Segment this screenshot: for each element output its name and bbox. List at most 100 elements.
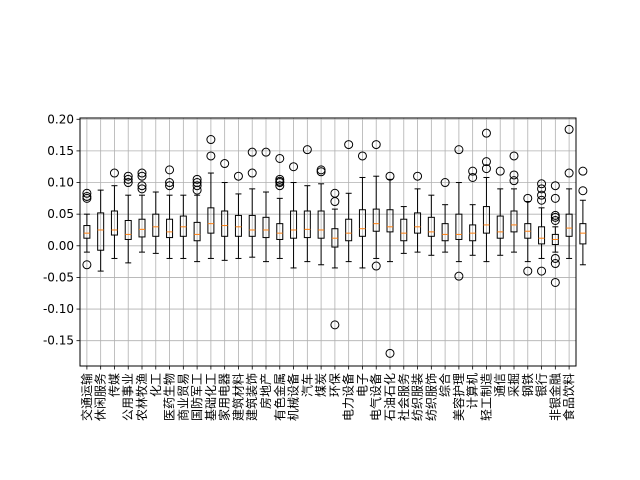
x-axis: 交通运输 休闲服务 传媒 公用事业 农林牧渔 化工 医药生物 商业贸易 国防军工 基础化工 家用电器… [79, 366, 576, 421]
x-tick-label: 有色金属 [272, 373, 287, 421]
box-30 [495, 166, 505, 256]
flier-point [220, 159, 230, 169]
x-tick-label: 化工 [149, 373, 163, 397]
flier-point [550, 259, 560, 269]
box-body [414, 212, 422, 234]
y-tick-label: 0.10 [47, 176, 74, 190]
flier-point [481, 128, 491, 138]
flier-point [523, 193, 533, 203]
flier-point [564, 124, 574, 134]
box-23 [400, 206, 408, 254]
box-body [207, 207, 215, 234]
flier-point [509, 151, 519, 161]
flier-point [440, 178, 450, 188]
flier-point [82, 188, 92, 198]
box-36 [578, 166, 588, 266]
box-body [179, 215, 187, 237]
x-tick-label: 煤炭 [314, 373, 328, 397]
box-body [427, 216, 435, 237]
box-25 [427, 194, 435, 256]
box-body [234, 214, 242, 237]
box-body [221, 210, 229, 237]
flier-point [261, 147, 271, 157]
box-34 [550, 181, 560, 287]
box-body [248, 214, 256, 237]
box-5 [152, 191, 160, 254]
flier-point [192, 185, 202, 195]
flier-point [371, 140, 381, 150]
x-tick-label: 电气设备 [368, 373, 383, 421]
flier-point [123, 171, 133, 181]
flier-point [578, 166, 588, 176]
x-tick-label: 石油石化 [383, 373, 397, 421]
box-15 [289, 162, 299, 269]
flier-point [537, 190, 547, 200]
x-tick-label: 美容护理 [451, 373, 466, 421]
flier-point [385, 348, 395, 358]
flier-point [550, 193, 560, 203]
x-tick-label: 计算机 [465, 373, 480, 409]
flier-point [454, 145, 464, 155]
flier-point [137, 168, 147, 178]
box-body [358, 209, 366, 237]
x-tick-label: 银行 [535, 373, 549, 397]
flier-point [165, 178, 175, 188]
box-body [455, 213, 463, 240]
x-tick-label: 通信 [493, 373, 507, 397]
flier-point [537, 266, 547, 276]
box-body [496, 215, 504, 239]
box-11 [233, 171, 243, 259]
flier-point [206, 135, 216, 145]
y-tick-label: -0.10 [43, 302, 74, 316]
box-33 [537, 179, 547, 276]
x-tick-label: 汽车 [299, 373, 314, 397]
box-13 [261, 147, 271, 263]
y-tick-label: 0.20 [47, 112, 74, 126]
flier-point [330, 197, 340, 207]
box-body [482, 206, 490, 234]
flier-point [165, 165, 175, 175]
box-body [386, 209, 394, 233]
x-tick-label: 轻工制造 [479, 373, 493, 421]
box-19 [344, 140, 354, 263]
box-0 [82, 188, 92, 270]
box-6 [165, 165, 175, 259]
box-body [565, 213, 573, 237]
box-body [510, 210, 518, 233]
flier-point [82, 193, 92, 203]
box-body [97, 212, 105, 251]
flier-point [137, 184, 147, 194]
box-24 [413, 171, 423, 253]
x-tick-label: 钢铁 [521, 373, 535, 397]
box-body [166, 218, 174, 239]
box-4 [137, 168, 147, 253]
flier-point [537, 184, 547, 194]
flier-point [192, 181, 202, 191]
flier-point [481, 164, 491, 174]
x-tick-label: 社会服务 [396, 373, 411, 421]
box-31 [509, 151, 519, 253]
flier-point [247, 168, 257, 178]
box-18 [330, 188, 340, 330]
box-28 [468, 166, 478, 256]
box-8 [192, 174, 202, 263]
box-body [276, 223, 284, 240]
box-3 [123, 171, 133, 264]
box-body [538, 226, 546, 245]
box-1 [97, 189, 105, 272]
box-2 [109, 168, 119, 259]
x-tick-label: 医药生物 [163, 373, 177, 421]
flier-point [344, 140, 354, 150]
box-body [345, 218, 353, 242]
x-tick-label: 基础化工 [204, 373, 218, 421]
flier-point [275, 153, 285, 163]
y-tick-label: 0.15 [47, 144, 74, 158]
flier-point [371, 261, 381, 271]
flier-point [123, 174, 133, 184]
flier-point [316, 167, 326, 177]
x-tick-label: 家用电器 [217, 373, 232, 421]
flier-point [289, 162, 299, 172]
x-tick-label: 环保 [328, 373, 342, 397]
box-35 [564, 124, 574, 259]
